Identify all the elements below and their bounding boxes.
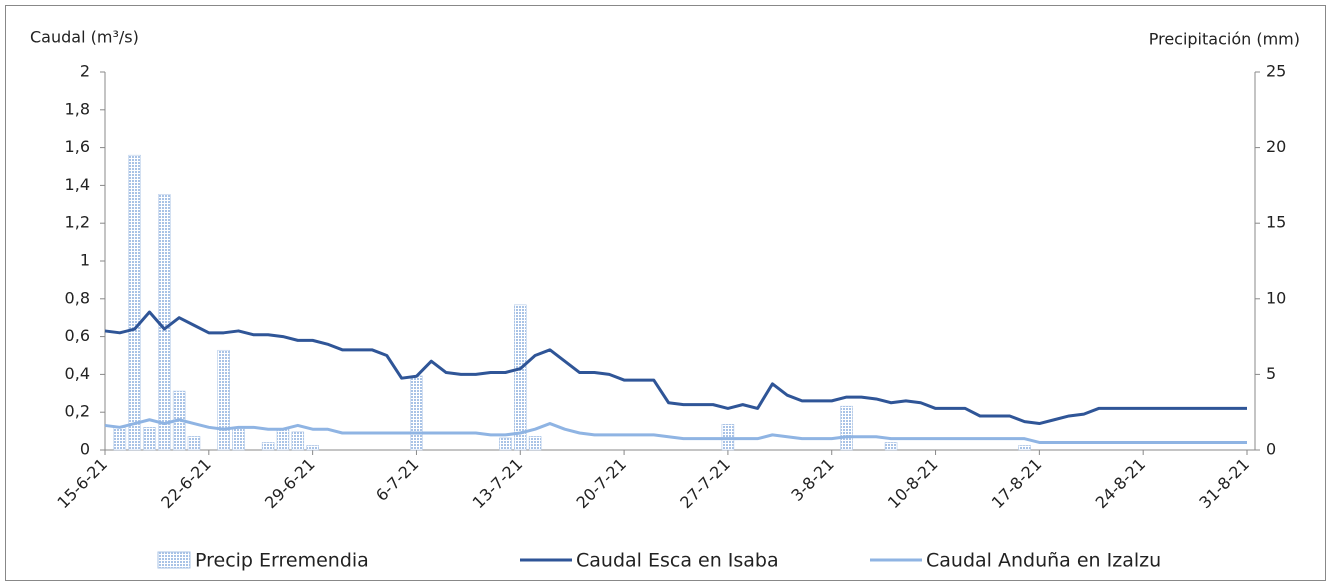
y2-tick-label: 20	[1266, 137, 1286, 156]
y-axis-title: Caudal (m³/s)	[30, 28, 139, 47]
bar	[884, 442, 898, 451]
legend-swatch	[157, 551, 191, 569]
bar	[128, 154, 141, 451]
bar	[721, 424, 735, 451]
bar	[276, 428, 290, 451]
bar	[306, 445, 319, 451]
y-tick-label: 0,2	[65, 402, 90, 421]
y-tick-label: 1,2	[65, 213, 90, 232]
bar	[410, 375, 423, 451]
chart-frame	[5, 5, 1326, 581]
y2-tick-label: 10	[1266, 288, 1286, 307]
y2-tick-label: 25	[1266, 62, 1286, 81]
bar	[499, 437, 512, 451]
bar	[187, 436, 201, 451]
legend-label: Caudal Anduña en Izalzu	[926, 550, 1161, 572]
line	[104, 418, 1247, 444]
y-tick-label: 2	[80, 62, 90, 81]
bar	[528, 436, 542, 451]
y-tick-label: 1	[80, 251, 90, 270]
y-tick-label: 0,6	[65, 326, 90, 345]
bar	[232, 427, 245, 451]
bar	[113, 427, 127, 451]
legend-label: Precip Erremendia	[195, 550, 369, 572]
y2-tick-label: 5	[1266, 364, 1276, 383]
y2-tick-label: 0	[1266, 440, 1276, 459]
y-tick-label: 1,4	[65, 175, 90, 194]
bar	[143, 427, 156, 451]
bar	[1018, 445, 1031, 451]
y-tick-label: 1,6	[65, 137, 90, 156]
bar	[261, 442, 275, 451]
bar	[840, 405, 853, 451]
y-tick-label: 1,8	[65, 99, 90, 118]
line	[104, 310, 1247, 426]
y-tick-label: 0,8	[65, 288, 90, 307]
bar	[514, 304, 527, 451]
y-tick-label: 0	[80, 440, 90, 459]
y2-tick-label: 15	[1266, 213, 1286, 232]
y-tick-label: 0,4	[65, 364, 90, 383]
y2-axis-title: Precipitación (mm)	[1149, 30, 1300, 49]
legend-label: Caudal Esca en Isaba	[576, 550, 779, 572]
bar	[291, 431, 305, 451]
bar	[217, 349, 230, 451]
